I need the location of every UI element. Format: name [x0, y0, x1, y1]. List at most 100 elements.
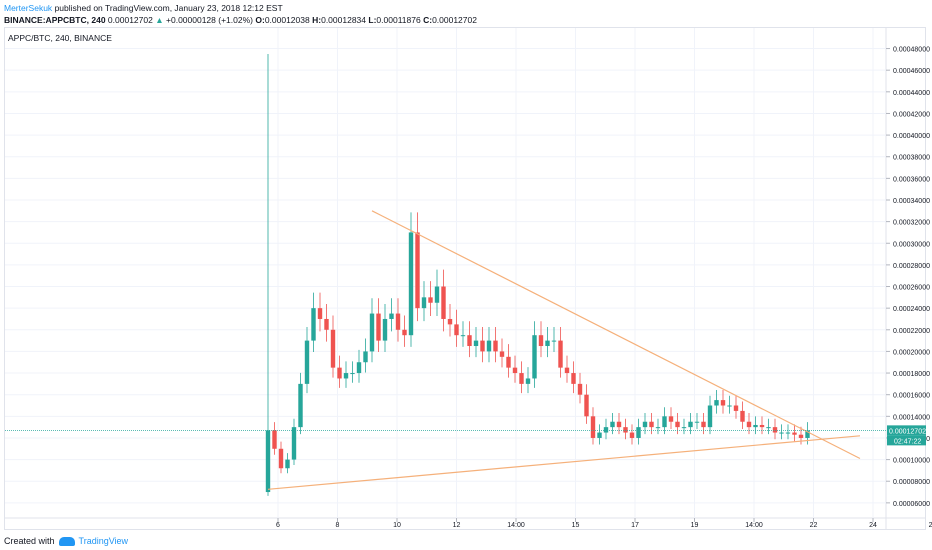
- chart-frame[interactable]: [4, 27, 926, 530]
- candle-body: [408, 232, 414, 336]
- candle-body: [707, 405, 713, 428]
- publish-info: MerterSekuk published on TradingView.com…: [4, 3, 283, 13]
- candle-body: [421, 297, 427, 309]
- price-change: +0.00000128 (+1.02%): [166, 15, 253, 25]
- candle-body: [642, 421, 648, 428]
- candle-body: [395, 313, 401, 330]
- candle-body: [603, 427, 609, 433]
- open-label: O:: [255, 15, 265, 25]
- up-arrow-icon: ▲: [155, 15, 164, 25]
- open-value: 0.00012038: [264, 15, 310, 25]
- candle-body: [389, 313, 394, 319]
- candle-body: [688, 421, 693, 428]
- candle-body: [564, 367, 570, 374]
- y-tick-label: 0.00044000: [893, 90, 930, 97]
- candle-body: [291, 427, 297, 460]
- candle-body: [363, 351, 368, 363]
- candle-body: [662, 416, 667, 428]
- tradingview-link[interactable]: TradingView: [78, 536, 129, 546]
- candle-body: [733, 405, 739, 411]
- y-tick-label: 0.00030000: [893, 241, 930, 248]
- x-tick-label: 6: [276, 522, 280, 529]
- y-tick-label: 0.00014000: [893, 414, 930, 421]
- ascending-trendline: [267, 435, 861, 490]
- candle-body: [272, 430, 277, 449]
- candle-body: [499, 351, 505, 357]
- candle-body: [350, 373, 355, 375]
- candle-body: [402, 329, 407, 336]
- candle-body: [311, 308, 316, 341]
- candle-body: [649, 421, 654, 428]
- created-with-label: Created with: [4, 536, 55, 546]
- tradingview-logo-icon: [58, 536, 75, 546]
- countdown-box: [887, 435, 926, 446]
- x-tick-label: 10: [393, 522, 401, 529]
- candle-body: [623, 427, 628, 433]
- candle-body: [467, 335, 472, 347]
- candle-body: [376, 313, 381, 341]
- last-price: 0.00012702: [107, 15, 153, 25]
- candle-body: [558, 340, 563, 368]
- candle-body: [616, 421, 622, 428]
- author-link[interactable]: MerterSekuk: [4, 3, 53, 13]
- x-tick-label: 8: [336, 522, 340, 529]
- candle-body: [785, 432, 791, 434]
- x-tick-label: 24: [869, 522, 877, 529]
- y-tick-label: 0.00028000: [893, 263, 930, 270]
- descending-trendline: [371, 210, 861, 460]
- low-label: L:: [368, 15, 377, 25]
- x-tick-label: 14:00: [745, 522, 763, 529]
- candle-body: [545, 340, 550, 347]
- candle-body: [714, 400, 719, 406]
- y-tick-label: 0.00024000: [893, 306, 930, 313]
- candle-body: [694, 421, 700, 423]
- candle-body: [278, 448, 284, 469]
- candle-body: [460, 335, 466, 337]
- candle-body: [746, 421, 752, 428]
- x-tick-label: 15: [572, 522, 580, 529]
- y-tick-label: 0.00036000: [893, 176, 930, 183]
- candle-body: [506, 356, 511, 368]
- candle-body: [454, 324, 459, 336]
- candle-body: [382, 318, 388, 341]
- candle-body: [610, 421, 615, 428]
- candle-body: [727, 405, 732, 407]
- candle-body: [629, 432, 635, 438]
- high-label: H:: [312, 15, 322, 25]
- candle-body: [480, 340, 485, 352]
- footer: Created with TradingView: [4, 536, 128, 546]
- candle-body: [428, 297, 433, 303]
- candle-body: [590, 416, 596, 438]
- y-tick-label: 0.00034000: [893, 198, 930, 205]
- candle-body: [681, 427, 687, 429]
- candle-body: [441, 286, 446, 319]
- price-label: 0.00012702: [889, 428, 926, 435]
- candle-body: [675, 421, 680, 428]
- candle-body: [597, 432, 602, 438]
- candle-body: [753, 424, 758, 428]
- x-tick-label: 14:00: [507, 522, 525, 529]
- candle-body: [792, 432, 797, 435]
- candle-body: [285, 459, 290, 469]
- y-tick-label: 0.00046000: [893, 68, 930, 75]
- close-value: 0.00012702: [432, 15, 477, 25]
- candle-body: [551, 340, 557, 342]
- candle-body: [701, 421, 706, 428]
- y-tick-label: 0.00018000: [893, 371, 930, 378]
- candle-body: [766, 427, 771, 429]
- candle-body: [415, 232, 420, 309]
- close-label: C:: [423, 15, 433, 25]
- y-tick-label: 0.00020000: [893, 349, 930, 356]
- candle-body: [798, 434, 804, 438]
- countdown-label: 02:47:22: [894, 438, 921, 445]
- candle-body: [759, 424, 765, 428]
- candle-body: [636, 427, 641, 438]
- candle-body: [343, 373, 349, 379]
- candle-body: [538, 335, 544, 347]
- y-tick-label: 0.00048000: [893, 47, 930, 54]
- x-tick-label: 22: [810, 522, 818, 529]
- candle-body: [720, 400, 726, 406]
- candle-body: [356, 362, 362, 374]
- x-tick-label: 26: [929, 522, 932, 529]
